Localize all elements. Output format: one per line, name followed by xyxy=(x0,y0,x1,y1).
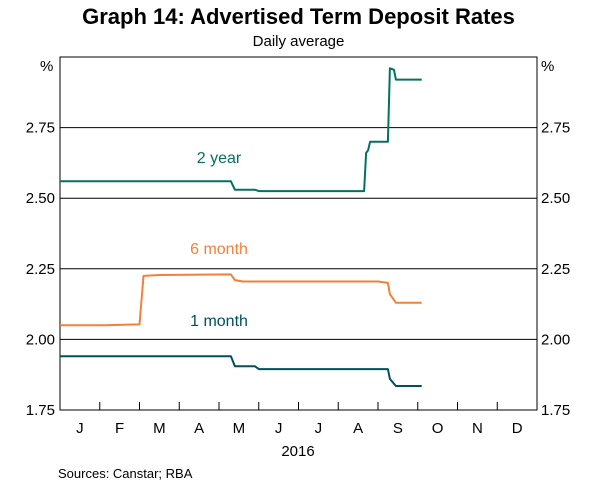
x-tick-label: M xyxy=(233,420,246,437)
series-label-1-month: 1 month xyxy=(190,313,248,330)
y-tick-label-right: 2.50 xyxy=(541,190,570,207)
chart-title: Graph 14: Advertised Term Deposit Rates xyxy=(82,4,515,29)
x-tick-label: J xyxy=(315,420,323,437)
y-unit-right: % xyxy=(541,58,554,75)
y-tick-labels: 1.75 1.75 2.00 2.00 2.25 2.25 2.50 2.50 2.75 2.75 xyxy=(26,120,570,419)
y-tick-label-left: 2.25 xyxy=(26,261,55,278)
gridlines xyxy=(60,127,537,340)
x-tick-label: D xyxy=(512,420,523,437)
series-lines xyxy=(60,67,422,387)
y-tick-label-left: 2.75 xyxy=(26,120,55,137)
year-label: 2016 xyxy=(281,443,314,460)
y-tick-label-left: 2.50 xyxy=(26,190,55,207)
y-tick-label-right: 1.75 xyxy=(541,402,570,419)
x-tick-label: F xyxy=(115,420,124,437)
chart-subtitle: Daily average xyxy=(252,33,345,50)
x-tick-label: J xyxy=(275,420,283,437)
y-tick-label-left: 1.75 xyxy=(26,402,55,419)
x-tick-label: N xyxy=(472,420,483,437)
y-tick-label-right: 2.25 xyxy=(541,261,570,278)
series-label-6-month: 6 month xyxy=(190,241,248,258)
series-label-2-year: 2 year xyxy=(197,150,242,167)
x-tick-label: A xyxy=(194,420,204,437)
y-tick-label-right: 2.75 xyxy=(541,120,570,137)
x-tick-label: O xyxy=(432,420,444,437)
series-line-2-year xyxy=(60,67,422,193)
x-tick-label: J xyxy=(76,420,84,437)
x-ticks xyxy=(99,402,498,410)
y-tick-label-left: 2.00 xyxy=(26,331,55,348)
x-tick-label: M xyxy=(153,420,166,437)
sources-note: Sources: Canstar; RBA xyxy=(58,466,193,481)
series-line-1-month xyxy=(60,355,422,387)
series-line-6-month xyxy=(60,273,422,327)
series-labels: 2 year 6 month 1 month xyxy=(190,150,248,330)
y-tick-label-right: 2.00 xyxy=(541,331,570,348)
x-tick-label: A xyxy=(353,420,363,437)
x-tick-label: S xyxy=(393,420,403,437)
y-unit-left: % xyxy=(40,58,53,75)
